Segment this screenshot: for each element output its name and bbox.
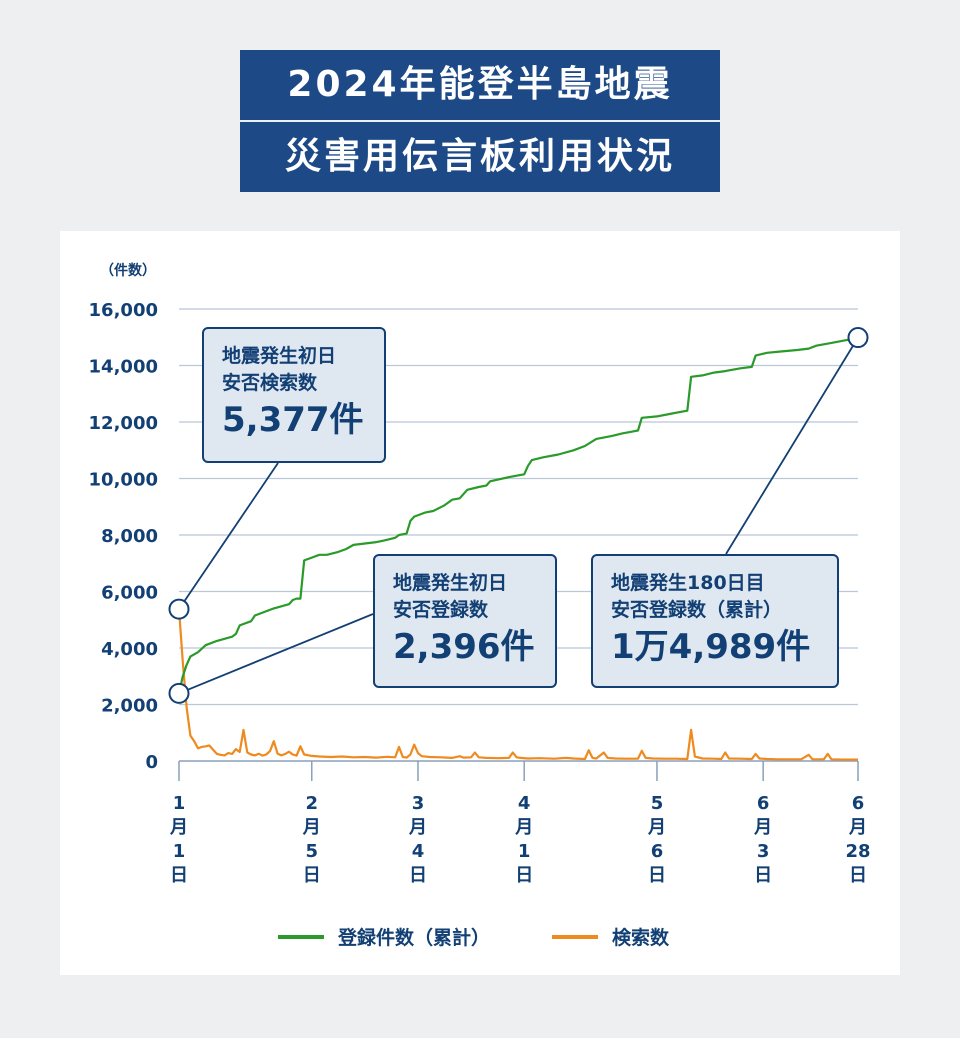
legend-registrations-swatch	[278, 934, 324, 939]
legend-registrations-label: 登録件数（累計）	[338, 927, 491, 949]
x-tick-label-2-3: 日	[409, 865, 427, 886]
annotation-marker-0	[168, 598, 190, 620]
series-line-searches	[177, 609, 858, 761]
x-tick-label-1-2: 5	[305, 841, 318, 862]
x-tick-label-4-0: 5	[651, 793, 664, 814]
leader-line-1	[187, 613, 374, 691]
y-tick-label-6000: 6,000	[101, 583, 158, 604]
x-tick-label-4-3: 日	[648, 865, 666, 886]
y-tick-label-4000: 4,000	[101, 639, 158, 660]
callout-day180-line2: 安否登録数（累計）	[611, 599, 783, 621]
x-tick-label-2-2: 4	[412, 841, 425, 862]
legend-searches-label: 検索数	[612, 927, 670, 949]
x-tick-label-0-2: 1	[173, 841, 186, 862]
x-tick-label-1-0: 2	[305, 793, 318, 814]
callout-day180-line1: 地震発生180日目	[611, 572, 765, 594]
leader-line-0	[183, 462, 279, 602]
callout-register-line2: 安否登録数	[393, 599, 489, 621]
x-tick-label-0-1: 月	[169, 817, 188, 838]
y-axis-unit-label: （件数）	[100, 262, 156, 279]
x-tick-label-6-1: 月	[848, 817, 867, 838]
x-tick-label-1-1: 月	[302, 817, 321, 838]
x-tick-label-1-3: 日	[303, 865, 321, 886]
legend-searches-swatch	[552, 934, 598, 939]
callout-register-line1: 地震発生初日	[393, 572, 508, 594]
x-tick-label-0-0: 1	[173, 793, 186, 814]
annotation-marker-2	[847, 327, 869, 349]
page-title-line2: 災害用伝言板利用状況	[240, 122, 720, 192]
y-tick-label-14000: 14,000	[89, 357, 158, 378]
annotation-marker-1	[168, 682, 190, 704]
chart-card: （件数） 0 2,000 4,000 6,000 8,000 10,000 12,000 14,…	[60, 231, 900, 975]
x-tick-label-5-3: 日	[754, 865, 772, 886]
x-tick-label-2-0: 3	[412, 793, 425, 814]
callout-search-line1: 地震発生初日	[222, 345, 337, 367]
page-title-line1: 2024年能登半島地震	[240, 50, 720, 120]
callout-search-line2: 安否検索数	[222, 372, 318, 394]
x-tick-label-5-2: 3	[757, 841, 770, 862]
x-tick-label-4-1: 月	[647, 817, 666, 838]
callout-register-day1: 地震発生初日 安否登録数 2,396件	[373, 554, 557, 688]
y-tick-label-12000: 12,000	[89, 413, 158, 434]
y-tick-label-8000: 8,000	[101, 526, 158, 547]
y-tick-label-16000: 16,000	[89, 300, 158, 321]
y-tick-label-10000: 10,000	[89, 470, 158, 491]
x-tick-label-4-2: 6	[651, 841, 664, 862]
callout-register-day180: 地震発生180日目 安否登録数（累計） 1万4,989件	[591, 554, 839, 688]
line-chart: （件数） 0 2,000 4,000 6,000 8,000 10,000 12,000 14,…	[89, 262, 871, 886]
x-tick-label-3-0: 4	[518, 793, 531, 814]
x-tick-label-0-3: 日	[170, 865, 188, 886]
x-tick-label-5-1: 月	[753, 817, 772, 838]
y-tick-label-0: 0	[145, 752, 158, 773]
callout-search-value: 5,377件	[222, 400, 364, 440]
legend-searches: 検索数	[552, 923, 669, 950]
x-tick-label-3-1: 月	[514, 817, 533, 838]
x-tick-label-2-1: 月	[408, 817, 427, 838]
callout-search-day1: 地震発生初日 安否検索数 5,377件	[202, 327, 386, 463]
x-tick-label-6-3: 日	[849, 865, 867, 886]
x-tick-label-6-0: 6	[852, 793, 865, 814]
series-line-registrations	[177, 336, 859, 694]
x-tick-label-6-2: 28	[845, 841, 870, 862]
y-tick-label-2000: 2,000	[101, 696, 158, 717]
x-tick-label-3-2: 1	[518, 841, 531, 862]
leader-line-2	[725, 345, 854, 555]
x-tick-label-5-0: 6	[757, 793, 770, 814]
callout-day180-value: 1万4,989件	[611, 627, 811, 667]
legend-registrations: 登録件数（累計）	[278, 923, 490, 950]
callout-register-value: 2,396件	[393, 627, 535, 667]
x-tick-label-3-3: 日	[515, 865, 533, 886]
